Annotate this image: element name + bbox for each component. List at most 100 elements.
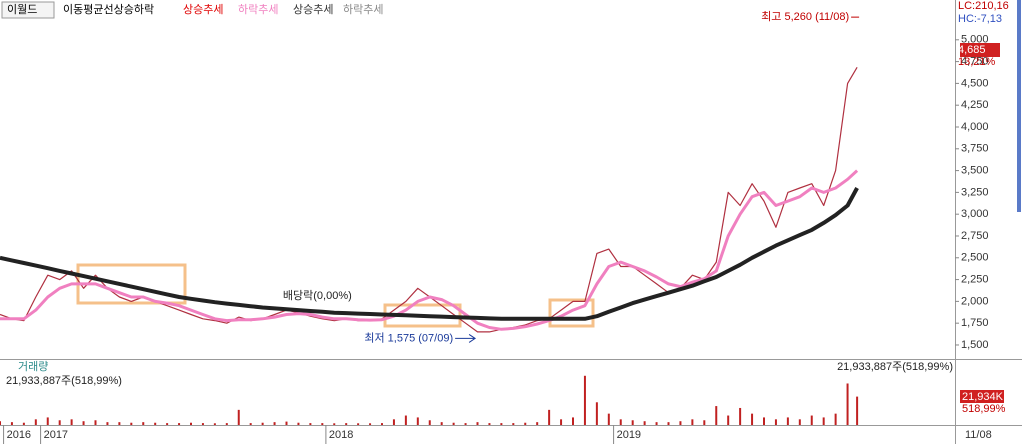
end-date-label: 11/08 — [965, 429, 992, 441]
volume-bar — [345, 423, 348, 425]
volume-bar — [739, 407, 742, 425]
volume-bar — [655, 422, 658, 425]
volume-bar — [0, 421, 1, 425]
volume-bar — [404, 415, 407, 425]
ex-dividend-annotation: 배당락(0,00%) — [283, 289, 352, 302]
volume-bar — [130, 422, 133, 425]
volume-bar — [428, 420, 431, 425]
volume-bar — [369, 423, 372, 425]
volume-bar — [488, 423, 491, 425]
volume-title: 거래량 — [18, 360, 48, 373]
volume-bar — [213, 423, 216, 425]
volume-bar — [10, 422, 13, 425]
volume-bar — [142, 422, 145, 425]
volume-bar — [70, 419, 73, 425]
volume-bar — [82, 421, 85, 425]
volume-summary-right: 21,933,887주(518,99%) — [837, 361, 953, 373]
low-annotation: 최저 1,575 (07/09) — [364, 331, 453, 344]
volume-bar — [201, 423, 204, 425]
legend-entry: 상승추세 — [183, 3, 223, 16]
volume-bar — [106, 422, 109, 425]
volume-bar — [476, 422, 479, 425]
volume-bar — [536, 422, 539, 425]
volume-bar — [856, 396, 859, 425]
y-tick-label: 4,250 — [961, 99, 989, 111]
volume-bar — [381, 423, 383, 425]
x-tick-label: 2016 — [7, 429, 31, 441]
volume-bar — [333, 423, 336, 425]
right-label: 21,934K — [962, 391, 1004, 403]
y-tick-label: 1,750 — [961, 317, 989, 329]
high-annotation: 최고 5,260 (11/08) — [761, 10, 849, 23]
volume-bar — [34, 419, 37, 425]
legend-entry: 상승추세 — [293, 3, 333, 16]
volume-bar — [834, 413, 837, 425]
volume-bar — [703, 420, 706, 425]
y-tick-label: 3,500 — [961, 164, 989, 176]
volume-bar — [631, 420, 634, 425]
volume-bar — [225, 423, 228, 425]
x-tick-label: 2019 — [617, 429, 641, 441]
volume-bar — [321, 423, 324, 425]
y-tick-label: 4,000 — [961, 121, 989, 133]
stock-name[interactable]: 이월드 — [7, 3, 37, 16]
stock-button[interactable] — [1, 1, 55, 19]
volume-bar — [822, 417, 825, 425]
volume-bar — [22, 422, 25, 425]
volume-bar — [691, 419, 694, 425]
legend-entry: 이동평균선상승하락 — [63, 2, 154, 16]
volume-summary: 21,933,887주(518,99%) — [6, 375, 122, 387]
volume-bar — [810, 415, 813, 425]
volume-bar — [727, 415, 730, 425]
low-arrow — [455, 334, 477, 343]
volume-bar — [715, 406, 718, 425]
volume-bar — [118, 422, 121, 425]
volume-bar — [190, 422, 192, 425]
volume-bar — [285, 421, 288, 425]
right-label: 13,21% — [958, 56, 996, 68]
legend-entry: 하락추세 — [238, 2, 278, 16]
volume-bar — [679, 421, 682, 425]
volume-bar — [416, 417, 419, 425]
y-tick-label: 2,500 — [961, 252, 989, 264]
scroll-indicator[interactable] — [1017, 0, 1021, 212]
price-line — [0, 187, 859, 321]
volume-bar — [297, 422, 300, 425]
right-label: LC:210,16 — [958, 0, 1009, 12]
price-line — [0, 169, 859, 331]
volume-bar — [440, 422, 443, 425]
volume-box — [960, 390, 1004, 403]
volume-bar — [607, 413, 610, 425]
y-tick-label: 3,250 — [961, 186, 989, 198]
volume-bar — [309, 423, 312, 425]
volume-bar — [560, 419, 563, 425]
volume-bar — [58, 420, 61, 425]
volume-bar — [512, 423, 515, 425]
volume-bar — [524, 422, 527, 425]
volume-bar — [786, 417, 789, 425]
volume-bar — [572, 417, 574, 425]
volume-bar — [249, 423, 252, 425]
y-tick-label: 1,500 — [961, 339, 989, 351]
volume-bar — [166, 423, 169, 425]
y-tick-label: 4,500 — [961, 77, 989, 89]
volume-bar — [667, 422, 670, 425]
y-tick-label: 4,750 — [961, 56, 989, 68]
volume-bar — [273, 422, 276, 425]
volume-bar — [548, 409, 551, 425]
y-tick-label: 2,250 — [961, 273, 989, 285]
x-tick-label: 2018 — [329, 429, 353, 441]
volume-bar — [94, 420, 97, 425]
right-label: HC:-7,13 — [958, 13, 1002, 25]
highlight-box — [548, 298, 595, 328]
right-label: 4,685 — [958, 44, 986, 56]
legend-entry: 하락추세 — [343, 2, 383, 16]
y-tick-label: 2,000 — [961, 295, 989, 307]
right-label: 518,99% — [962, 403, 1006, 415]
x-tick-label: 2017 — [44, 429, 68, 441]
volume-bar — [774, 419, 777, 425]
volume-bar — [261, 422, 264, 425]
volume-bar — [751, 413, 754, 425]
